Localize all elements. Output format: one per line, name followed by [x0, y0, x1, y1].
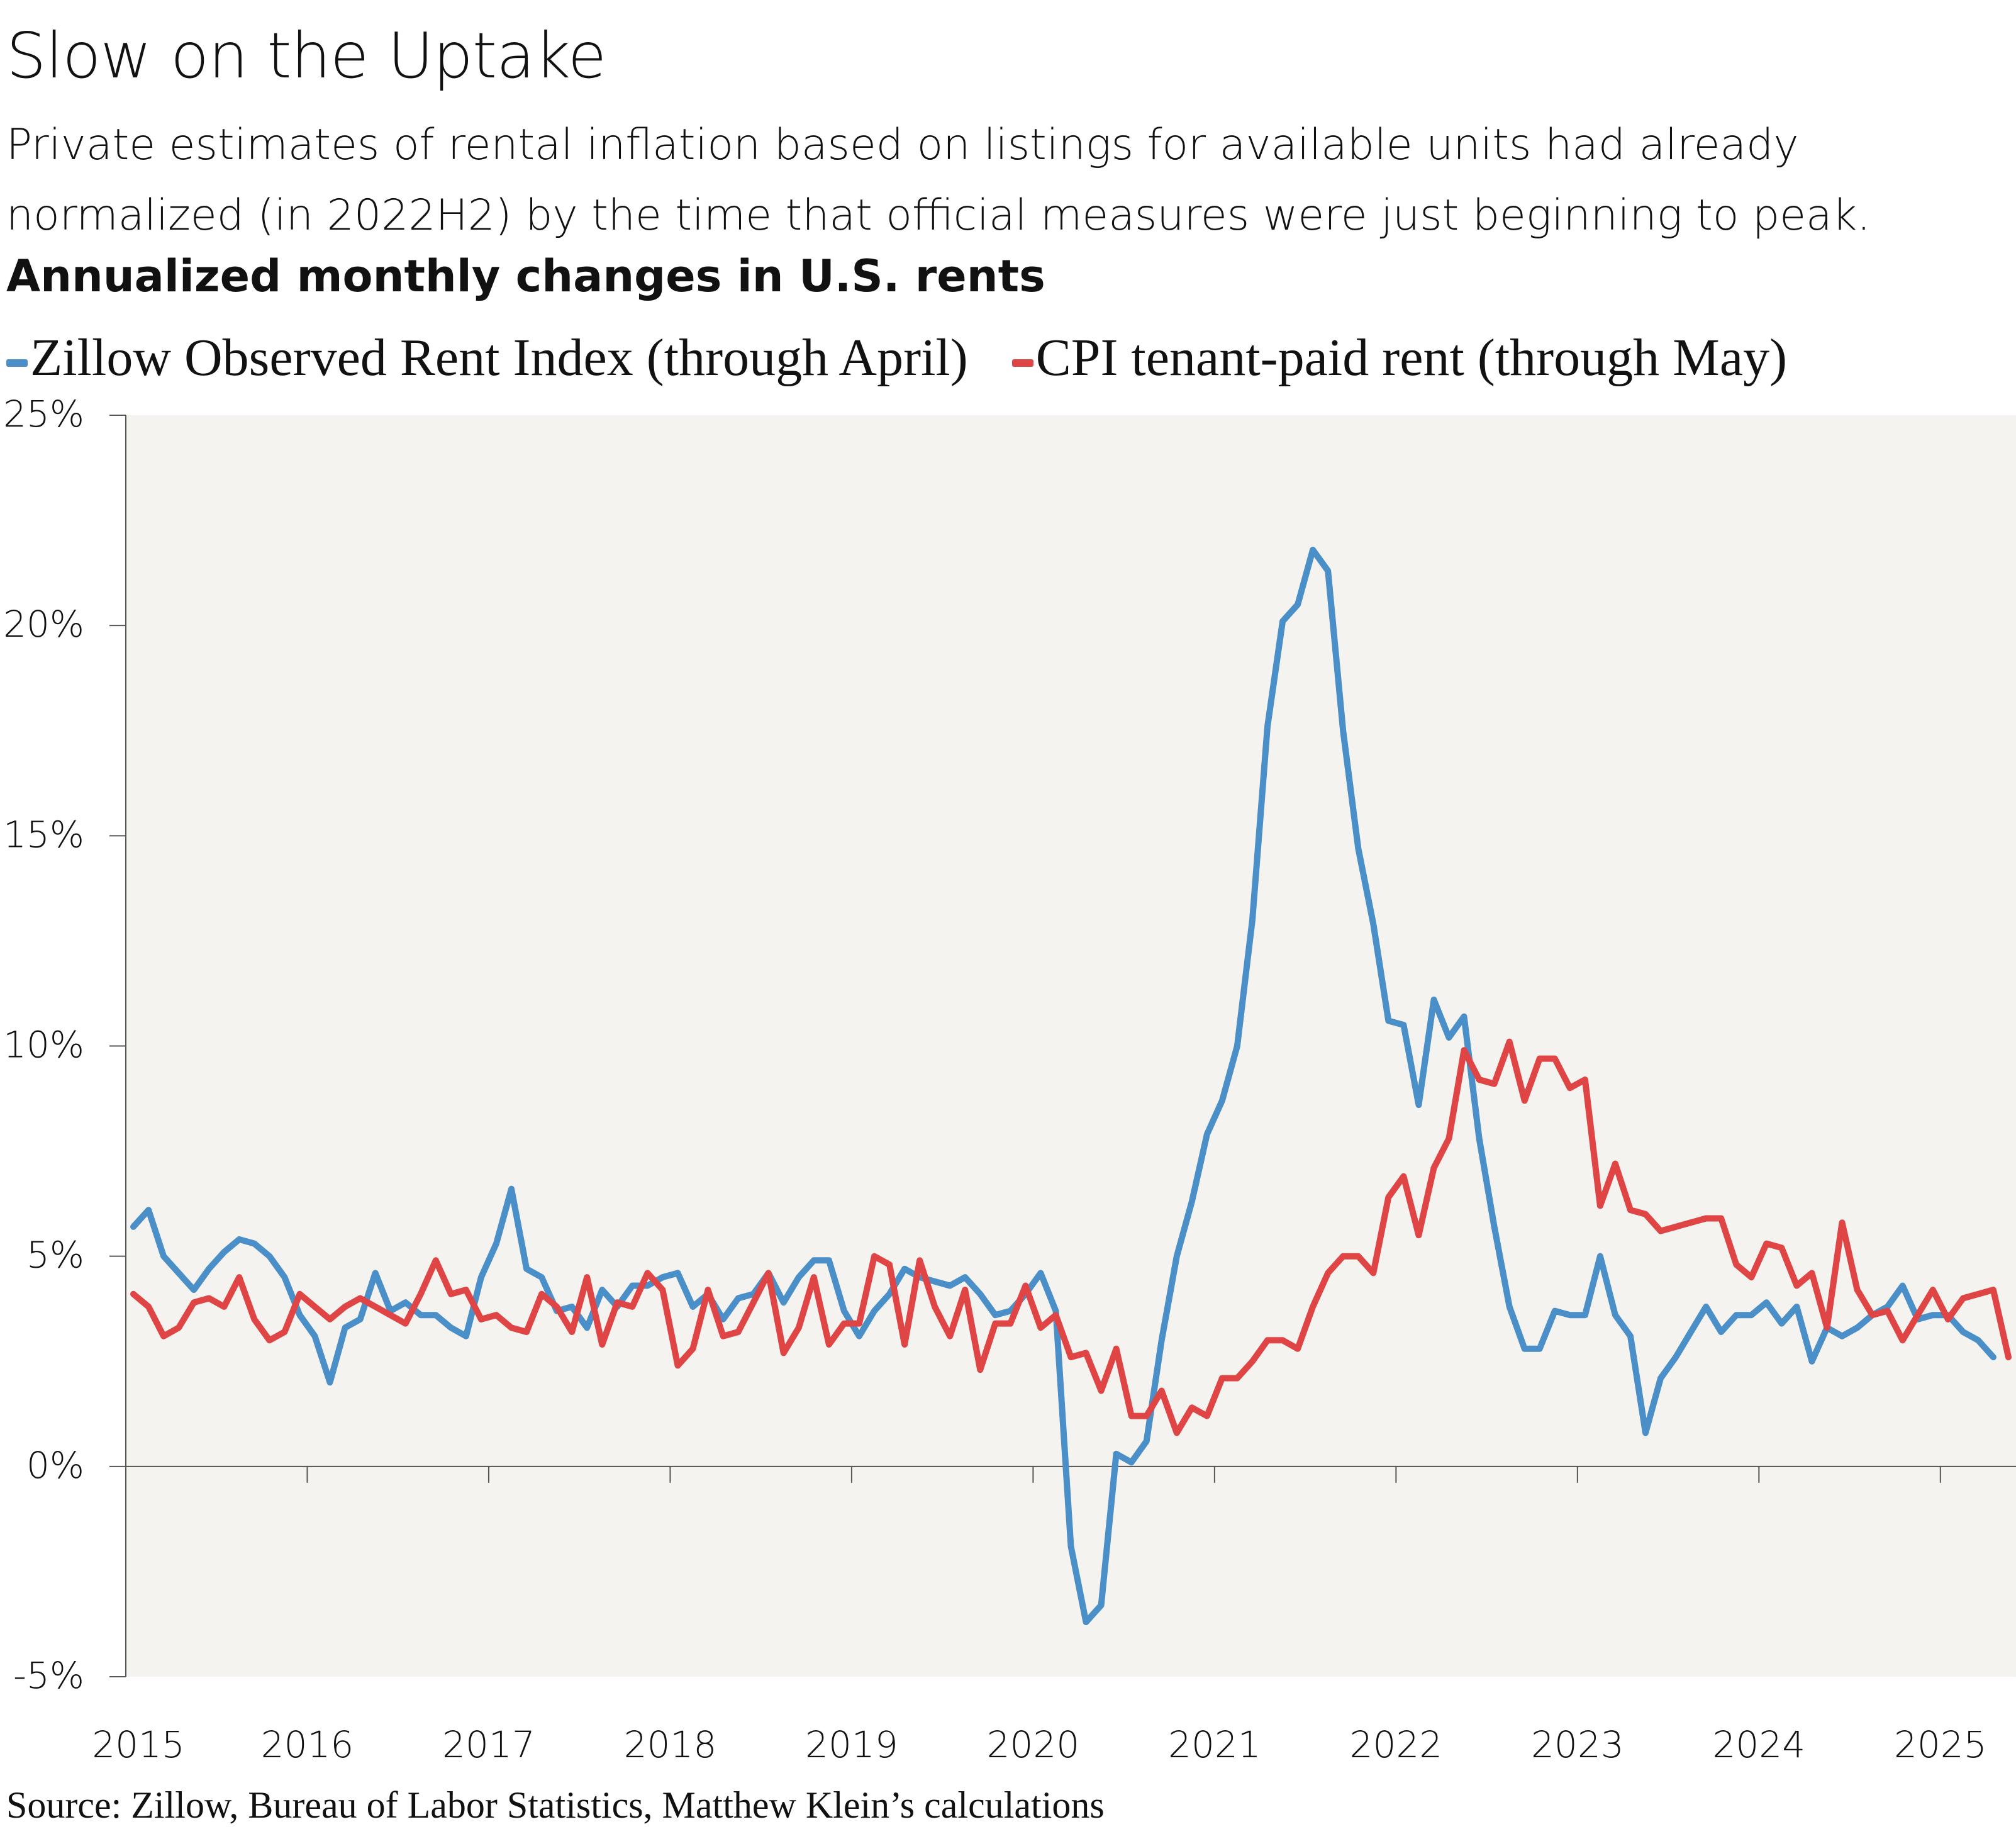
x-tick-label: 2015 [92, 1723, 185, 1766]
plot-area [126, 415, 2016, 1677]
x-tick-label: 2020 [987, 1723, 1080, 1766]
y-tick-label: -5% [13, 1654, 84, 1697]
legend-label: CPI tenant-paid rent (through May) [1035, 328, 1788, 387]
x-tick-label: 2016 [261, 1723, 354, 1766]
x-tick-label: 2023 [1531, 1723, 1624, 1766]
title: Slow on the Uptake [6, 19, 606, 92]
x-tick-label: 2018 [624, 1723, 717, 1766]
source: Source: Zillow, Bureau of Labor Statisti… [6, 1784, 1105, 1826]
x-tick-label: 2017 [442, 1723, 535, 1766]
y-tick-label: 20% [3, 603, 84, 646]
y-tick-label: 25% [3, 393, 84, 435]
x-tick-label: 2019 [805, 1723, 898, 1766]
y-tick-label: 0% [26, 1444, 84, 1487]
subtitle: Private estimates of rental inflation ba… [6, 120, 1871, 240]
legend-swatch [1011, 359, 1033, 367]
legend-swatch [6, 359, 28, 367]
x-tick-label: 2021 [1168, 1723, 1261, 1766]
legend-item: CPI tenant-paid rent (through May) [1011, 328, 1788, 387]
legend-label: Zillow Observed Rent Index (through Apri… [30, 328, 968, 387]
x-tick-label: 2025 [1894, 1723, 1987, 1766]
legend-item: Zillow Observed Rent Index (through Apri… [6, 328, 968, 387]
series-line [130, 1038, 2012, 1436]
x-tick-label: 2022 [1350, 1723, 1443, 1766]
chart-title: Annualized monthly changes in U.S. rents [6, 250, 1045, 302]
series-line [130, 546, 1997, 1626]
y-tick-label: 10% [3, 1024, 84, 1066]
x-tick-label: 2024 [1713, 1723, 1806, 1766]
y-tick-label: 15% [3, 813, 84, 856]
y-tick-label: 5% [26, 1234, 84, 1277]
legend: Zillow Observed Rent Index (through Apri… [6, 327, 1831, 388]
